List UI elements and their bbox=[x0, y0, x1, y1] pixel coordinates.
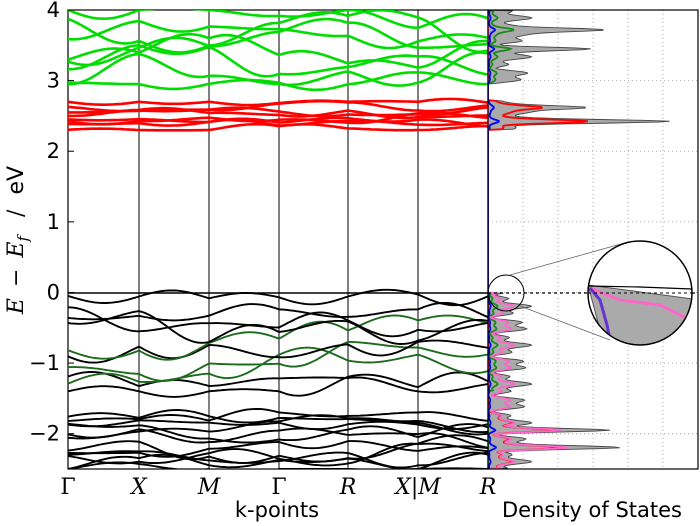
valence-lower-band-3 bbox=[68, 442, 488, 467]
magnifier-connector-bottom bbox=[519, 305, 611, 341]
y-axis-ticks: −2 −1 0 1 2 3 4 bbox=[29, 0, 74, 446]
conduction-upper-band-1 bbox=[68, 51, 488, 87]
kpoint-label: M bbox=[197, 475, 221, 500]
valence-upper-band-5 bbox=[68, 314, 488, 361]
valence-lower-band-10 bbox=[68, 419, 488, 431]
valence-lower-band-8 bbox=[68, 414, 488, 440]
valence-lower-band-6 bbox=[68, 427, 488, 449]
kpoint-label: R bbox=[339, 475, 357, 500]
band-panel: −2 −1 0 1 2 3 4 Γ X M Γ R X|M R k-points E − Ef / eV bbox=[4, 0, 496, 522]
valence-upper-band-9 bbox=[68, 288, 488, 307]
ylabel-unit: eV bbox=[4, 166, 29, 195]
dos-partial-blue bbox=[488, 10, 501, 469]
conduction-lower-band-2 bbox=[68, 116, 488, 128]
valence-upper-band-4 bbox=[68, 339, 488, 364]
ytick-label: 0 bbox=[47, 280, 60, 304]
ylabel-sep: / bbox=[4, 209, 29, 217]
ylabel-e: E bbox=[4, 298, 29, 315]
kpoint-label: Γ bbox=[271, 475, 286, 500]
valence-lower-band-11 bbox=[68, 408, 488, 422]
conduction-upper-band-7 bbox=[68, 10, 488, 30]
valence-upper-band-8 bbox=[68, 301, 488, 322]
valence-lower-band-1 bbox=[68, 451, 488, 469]
valence-upper-band-2 bbox=[68, 346, 488, 385]
ylabel-ef: E bbox=[4, 242, 29, 259]
band-lines bbox=[68, 10, 488, 469]
conduction-lower-band-7 bbox=[68, 97, 488, 107]
inset-pink bbox=[589, 286, 691, 322]
valence-lower-band-7 bbox=[68, 422, 488, 444]
svg-text:E − Ef: E − Ef / eV bbox=[4, 166, 34, 315]
ytick-label: 1 bbox=[47, 210, 60, 234]
valence-upper-band-6 bbox=[68, 310, 488, 345]
dos-plot-frame bbox=[487, 9, 699, 470]
dos-partial-pink bbox=[488, 10, 568, 469]
x-axis-ticks: Γ X M Γ R X|M R bbox=[60, 463, 496, 500]
y-axis-title: E − Ef / eV bbox=[4, 166, 34, 315]
ytick-label: 3 bbox=[47, 69, 60, 93]
conduction-upper-band-0 bbox=[68, 71, 488, 92]
ytick-label: −2 bbox=[29, 422, 60, 446]
magnifier-connector-top bbox=[509, 241, 629, 276]
valence-lower-band-5 bbox=[68, 440, 488, 458]
dos-inset bbox=[587, 240, 693, 346]
conduction-upper-band-5 bbox=[68, 10, 488, 54]
dos-axis-title: Density of States bbox=[502, 498, 682, 522]
x-axis-title: k-points bbox=[235, 498, 319, 522]
ylabel-sub: f bbox=[14, 234, 32, 243]
dos-panel: Density of States bbox=[487, 9, 699, 522]
ytick-label: −1 bbox=[29, 351, 60, 375]
dos-curves bbox=[488, 10, 670, 469]
ytick-label: 2 bbox=[47, 139, 60, 163]
kpoint-label: X|M bbox=[393, 475, 441, 500]
conduction-upper-band-2 bbox=[68, 43, 488, 78]
ytick-label: 4 bbox=[47, 0, 60, 22]
inset-band bbox=[588, 285, 692, 290]
valence-upper-band-7 bbox=[68, 306, 488, 338]
conduction-upper-band-3 bbox=[68, 32, 488, 69]
valence-upper-band-3 bbox=[68, 340, 488, 382]
valence-lower-band-9 bbox=[68, 409, 488, 434]
valence-upper-band-0 bbox=[68, 371, 488, 398]
valence-lower-band-4 bbox=[68, 434, 488, 464]
kpoint-label: Γ bbox=[60, 475, 75, 500]
conduction-lower-band-1 bbox=[68, 118, 488, 127]
magnifier-source-circle bbox=[487, 274, 525, 312]
dos-total bbox=[488, 10, 670, 469]
band-plot-frame bbox=[67, 9, 489, 470]
conduction-upper-band-4 bbox=[68, 17, 488, 67]
ylabel-minus: − bbox=[4, 269, 29, 287]
kpoint-label: X bbox=[129, 475, 148, 500]
kpoint-gridlines bbox=[138, 10, 419, 469]
kpoint-label: R bbox=[479, 475, 497, 500]
conduction-upper-band-6 bbox=[68, 19, 488, 50]
valence-upper-band-1 bbox=[68, 371, 488, 394]
